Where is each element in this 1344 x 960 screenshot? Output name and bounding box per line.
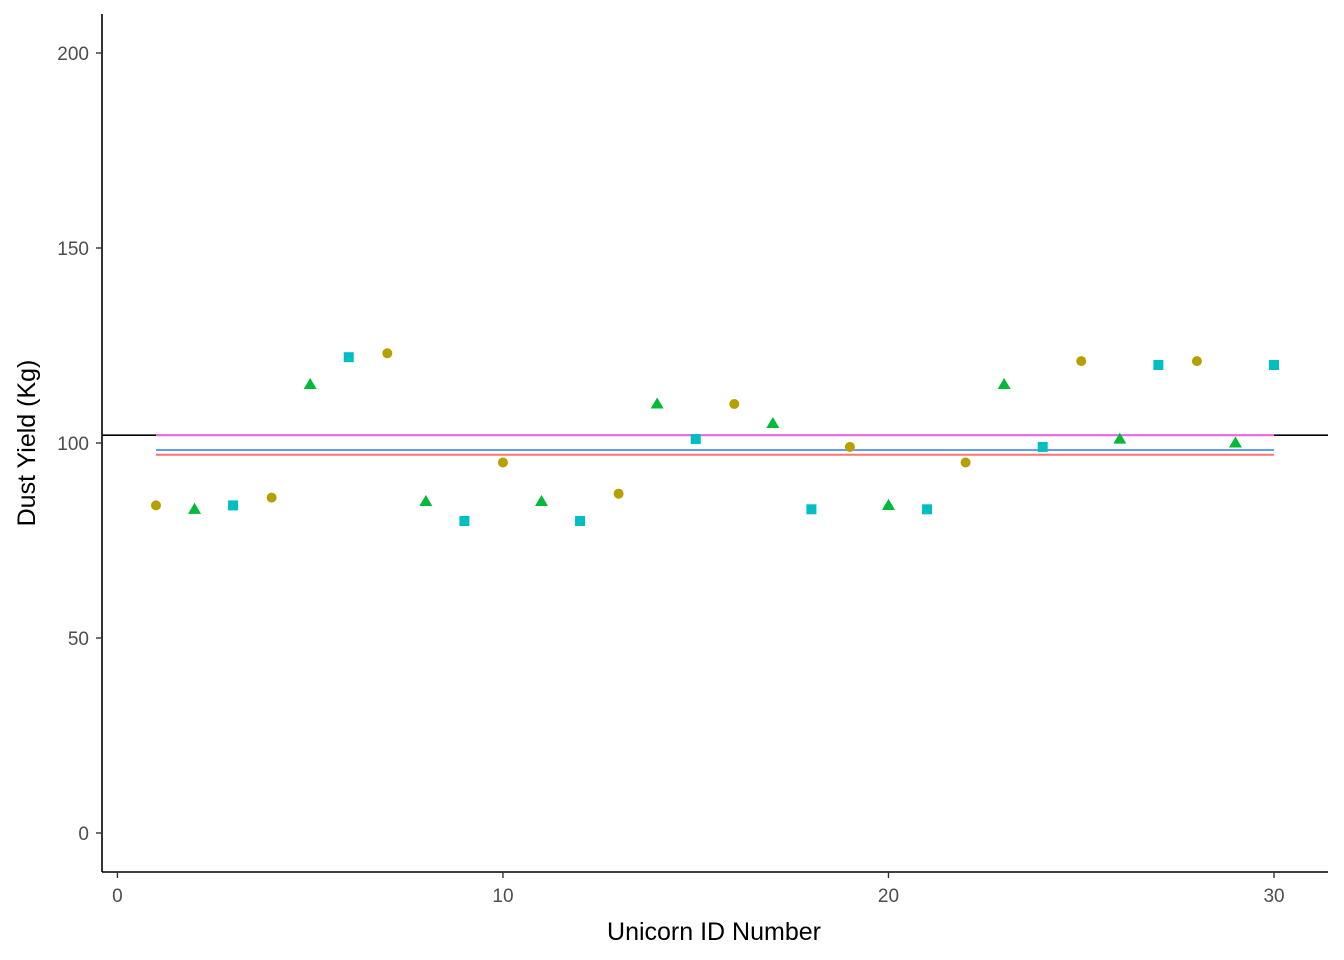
y-tick-label: 150	[57, 239, 89, 260]
data-point-circle	[844, 441, 855, 452]
data-point-circle	[1076, 356, 1087, 367]
x-tick-label: 0	[112, 886, 123, 907]
data-point-square	[1153, 360, 1164, 370]
x-tick-label: 10	[492, 886, 513, 907]
reference-lines	[102, 434, 1328, 456]
data-point-circle	[382, 348, 393, 359]
x-tick-label: 30	[1263, 886, 1284, 907]
y-tick-label: 100	[57, 434, 89, 455]
data-point-circle	[613, 488, 624, 499]
x-axis-title: Unicorn ID Number	[607, 918, 821, 946]
data-point-square	[459, 516, 470, 526]
data-point-circle	[960, 457, 971, 468]
y-axis-title: Dust Yield (Kg)	[13, 360, 41, 527]
data-point-triangle	[881, 498, 895, 510]
data-point-triangle	[419, 495, 433, 507]
data-point-triangle	[1228, 436, 1242, 448]
y-tick-label: 200	[57, 44, 89, 65]
data-point-triangle	[188, 502, 202, 514]
data-point-circle	[729, 399, 740, 409]
data-point-triangle	[997, 378, 1011, 390]
axes: 0 50 100 150 200 0 10 20 30	[57, 14, 1328, 907]
data-point-circle	[1191, 356, 1202, 367]
y-tick-label: 0	[78, 824, 89, 845]
data-point-circle	[266, 492, 277, 503]
data-point-square	[1269, 360, 1280, 370]
data-point-square	[806, 504, 817, 515]
x-tick-label: 20	[878, 886, 899, 907]
data-point-triangle	[535, 495, 549, 507]
data-point-square	[1037, 441, 1048, 452]
data-point-square	[343, 352, 354, 363]
data-point-square	[228, 500, 239, 511]
data-point-triangle	[1113, 432, 1127, 444]
data-point-circle	[150, 500, 161, 511]
data-point-square	[690, 434, 701, 445]
data-point-triangle	[650, 397, 664, 409]
data-point-triangle	[303, 378, 317, 390]
data-point-circle	[497, 457, 508, 468]
data-points	[150, 348, 1280, 526]
data-point-triangle	[766, 417, 780, 429]
data-point-square	[922, 504, 933, 515]
data-point-square	[575, 516, 586, 526]
y-tick-label: 50	[68, 629, 89, 650]
